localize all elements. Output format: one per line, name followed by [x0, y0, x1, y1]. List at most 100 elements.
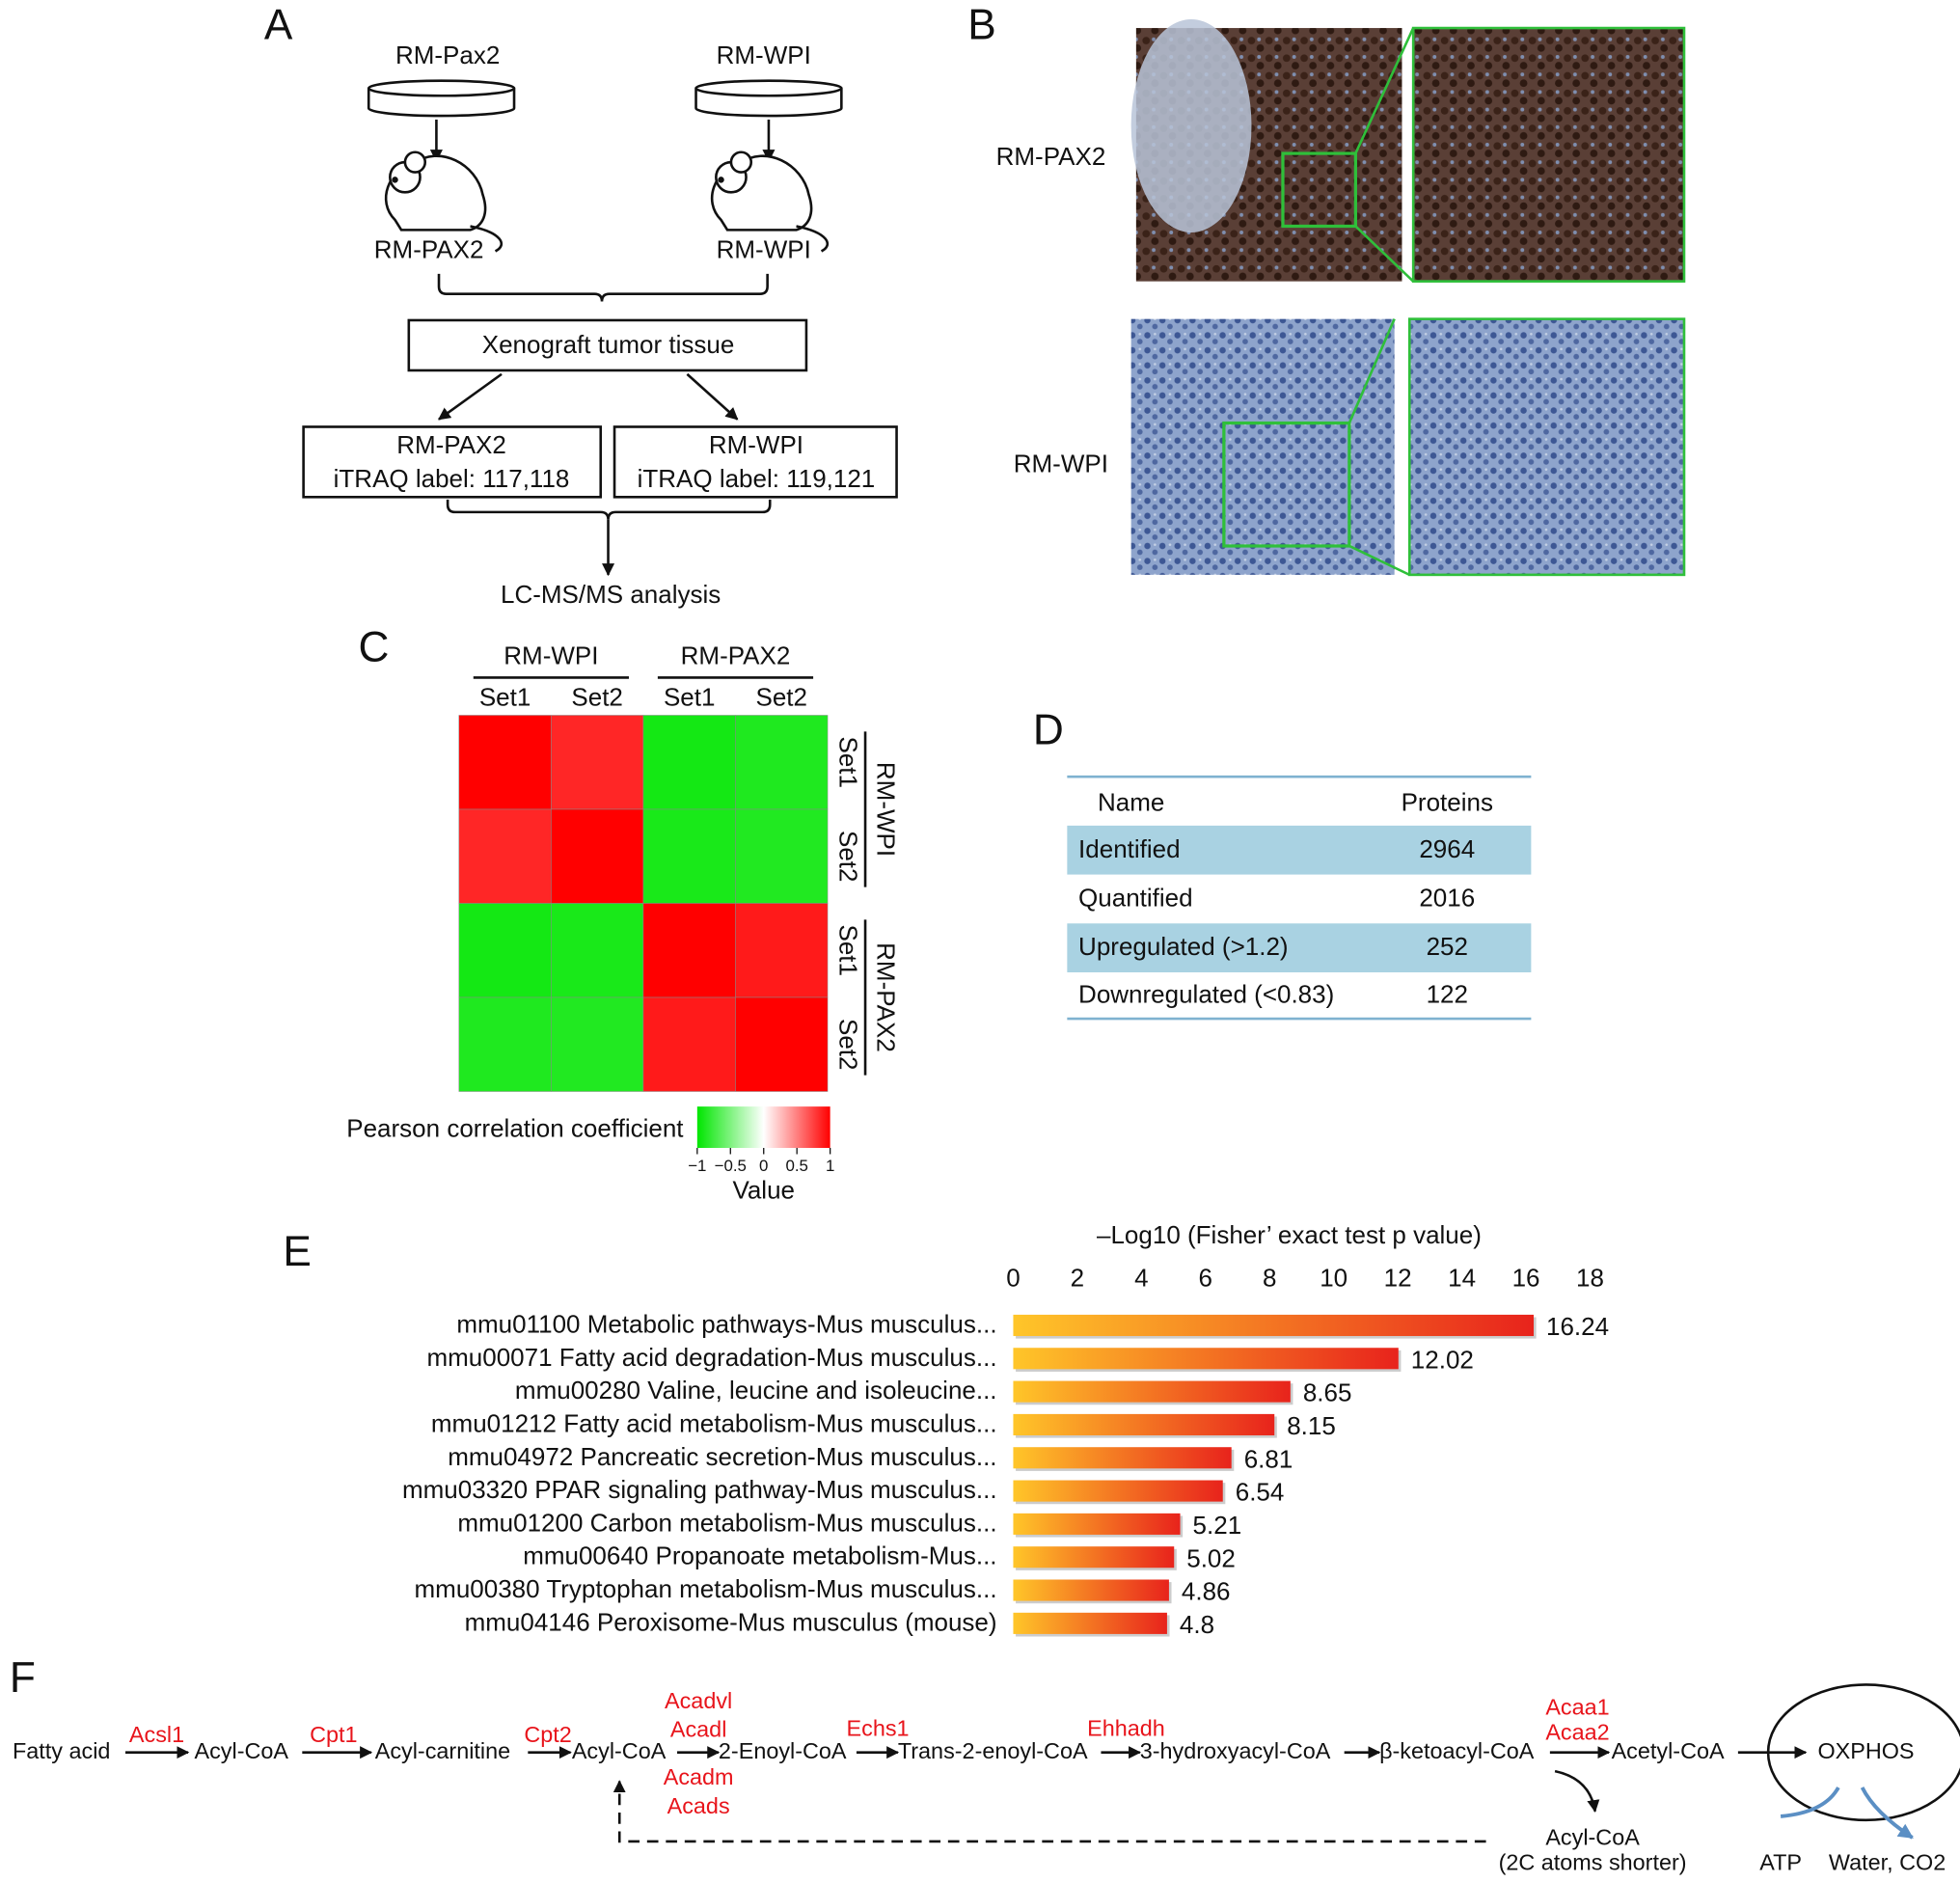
x-tick-label: 0: [1006, 1263, 1020, 1292]
y-tick-label: Set1: [834, 736, 863, 788]
colorbar-label: Pearson correlation coefficient: [346, 1114, 684, 1143]
enzyme: Cpt1: [310, 1722, 357, 1747]
box-label: RM-WPI: [709, 430, 803, 459]
heatmap-cell: [551, 996, 644, 1092]
pathway-node: β-ketoacyl-CoA: [1379, 1738, 1535, 1763]
heatmap-cell: [642, 996, 736, 1092]
colorbar-tick-label: 1: [826, 1157, 834, 1175]
category-label: mmu00071 Fatty acid degradation-Mus musc…: [426, 1343, 996, 1372]
panel-a: RM-Pax2 RM-WPI RM-PAX2 RM-WPI Xenograft …: [302, 41, 898, 609]
cell-line-label: RM-WPI: [717, 41, 811, 69]
bar: [1013, 1480, 1223, 1502]
x-tick-label: 2: [1071, 1263, 1084, 1292]
category-label: mmu04972 Pancreatic secretion-Mus muscul…: [448, 1442, 996, 1471]
value-label: 12.02: [1411, 1345, 1474, 1374]
bar: [1013, 1314, 1535, 1337]
micrograph: [1407, 317, 1686, 577]
heatmap-cell: [735, 715, 829, 810]
x-tick-label: 18: [1576, 1263, 1604, 1292]
x-tick-label: 8: [1263, 1263, 1276, 1292]
x-tick-label: Set2: [756, 682, 807, 711]
table-header: Name: [1098, 788, 1164, 817]
row-label: Quantified: [1078, 883, 1193, 912]
arrow: [437, 372, 503, 421]
bar: [1013, 1612, 1167, 1634]
pathway-node: Acyl-CoA: [572, 1738, 667, 1763]
heatmap-cell: [642, 903, 736, 998]
box: [302, 425, 603, 499]
cycle-label: OXPHOS: [1817, 1738, 1914, 1763]
value-label: 16.24: [1546, 1312, 1609, 1341]
recycle-arrow: [612, 1780, 1486, 1843]
panel-label: C: [358, 624, 389, 671]
dish: [367, 79, 843, 118]
result-label: LC-MS/MS analysis: [501, 580, 721, 609]
category-label: mmu00640 Propanoate metabolism-Mus...: [523, 1541, 996, 1570]
panel-label: E: [283, 1228, 311, 1275]
box: [612, 425, 898, 499]
x-tick-label: 4: [1134, 1263, 1148, 1292]
pathway-node: 2-Enoyl-CoA: [719, 1738, 847, 1763]
row-label: Downregulated (<0.83): [1078, 980, 1334, 1009]
arrow: [1554, 1769, 1600, 1814]
y-group-label: RM-WPI: [872, 762, 901, 857]
pathway-node: Acyl-CoA: [195, 1738, 289, 1763]
pathway-node: 3-hydroxyacyl-CoA: [1140, 1738, 1331, 1763]
y-tick-label: Set1: [834, 925, 863, 977]
heatmap-cell: [642, 808, 736, 904]
pathway-node: Acetyl-CoA: [1612, 1738, 1725, 1763]
heatmap-cell: [458, 996, 552, 1092]
value-label: 5.02: [1186, 1543, 1236, 1572]
colorbar-tick-label: −1: [688, 1157, 706, 1175]
y-group-label: RM-PAX2: [872, 942, 901, 1052]
enzyme: Acaa1: [1545, 1694, 1609, 1719]
x-tick-label: Set2: [571, 682, 623, 711]
enzyme: Ehhadh: [1087, 1715, 1165, 1740]
panel-label: F: [10, 1654, 36, 1702]
row-value: 122: [1427, 980, 1468, 1009]
zoom-line: [1354, 27, 1415, 283]
enzyme: Cpt2: [524, 1722, 571, 1747]
bar: [1013, 1579, 1169, 1601]
enzyme: Echs1: [847, 1715, 910, 1740]
value-label: 6.54: [1236, 1478, 1285, 1507]
box-label: RM-PAX2: [396, 430, 506, 459]
value-label: 4.8: [1180, 1610, 1214, 1639]
enzyme: Acadm: [664, 1764, 734, 1789]
row-value: 252: [1427, 932, 1468, 961]
zoom-box: [1281, 151, 1357, 229]
x-tick-label: 10: [1320, 1263, 1348, 1292]
enzyme: Acaa2: [1545, 1719, 1609, 1744]
product-label: ATP: [1759, 1850, 1802, 1875]
category-label: mmu04146 Peroxisome-Mus musculus (mouse): [465, 1607, 997, 1636]
y-tick-label: Set2: [834, 831, 863, 882]
category-label: mmu01100 Metabolic pathways-Mus musculus…: [456, 1309, 996, 1338]
bar: [1013, 1447, 1232, 1469]
zoom-line: [1348, 318, 1410, 577]
row-label: Identified: [1078, 834, 1181, 863]
colorbar-tick-label: 0: [759, 1157, 768, 1175]
zoom-box: [1222, 421, 1351, 548]
category-label: mmu03320 PPAR signaling pathway-Mus musc…: [402, 1475, 997, 1504]
cell-line-label: RM-Pax2: [395, 41, 500, 69]
x-group-label: RM-WPI: [504, 641, 598, 670]
bar: [1013, 1546, 1175, 1568]
product-arrow: [1780, 1787, 1913, 1838]
axis-title: –Log10 (Fisher’ exact test p value): [1097, 1220, 1482, 1249]
enzyme: Acadvl: [665, 1688, 732, 1713]
pathway-node: Fatty acid: [13, 1738, 110, 1763]
bar: [1013, 1413, 1275, 1435]
micrograph: [1130, 318, 1395, 575]
value-label: 5.21: [1193, 1511, 1242, 1540]
panel-label: B: [967, 2, 995, 49]
y-tick-label: Set2: [834, 1019, 863, 1071]
table-header: Proteins: [1402, 788, 1493, 817]
mouse-label: RM-PAX2: [374, 234, 484, 263]
mouse-label: RM-WPI: [717, 234, 811, 263]
category-label: mmu00380 Tryptophan metabolism-Mus muscu…: [415, 1574, 997, 1603]
bar: [1013, 1380, 1291, 1403]
x-tick-label: 12: [1384, 1263, 1412, 1292]
value-label: 8.65: [1303, 1378, 1352, 1407]
